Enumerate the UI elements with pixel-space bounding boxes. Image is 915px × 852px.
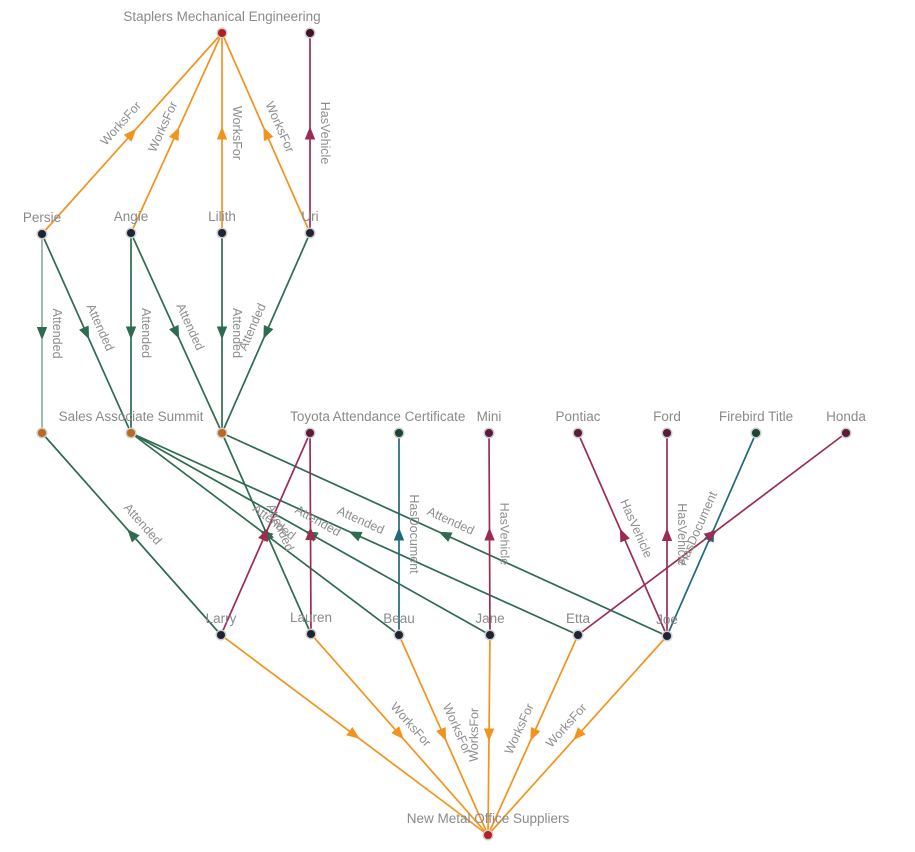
node-label-persie: Persie <box>23 210 61 225</box>
node-topright[interactable] <box>304 27 316 39</box>
node-label-toyota: Toyota <box>290 409 330 424</box>
arrowhead-icon <box>216 326 228 340</box>
node-label-lilith: Lilith <box>208 209 236 224</box>
edge-label-hasvehicle: HasVehicle <box>497 503 511 566</box>
arrowhead-icon <box>483 728 495 742</box>
edge-label-attended: Attended <box>121 501 165 548</box>
node-etta[interactable] <box>572 629 584 641</box>
arrowhead-icon <box>263 324 274 339</box>
edge-label-attended: Attended <box>50 308 64 358</box>
arrowhead-icon <box>79 325 90 340</box>
node-joe[interactable] <box>661 630 673 642</box>
node-label-mini: Mini <box>477 409 502 424</box>
arrowhead-icon <box>305 527 316 541</box>
node-staplers[interactable] <box>216 27 228 39</box>
node-label-angie: Angie <box>114 209 149 224</box>
node-honda[interactable] <box>840 427 852 439</box>
arrowhead-icon <box>169 127 180 142</box>
node-lauren[interactable] <box>305 628 317 640</box>
node-label-summit_m: Sales Associate Summit <box>59 409 204 424</box>
node-pontiac[interactable] <box>572 427 584 439</box>
edge-label-worksfor: WorksFor <box>230 106 244 160</box>
node-angie[interactable] <box>125 227 137 239</box>
arrowhead-icon <box>123 128 137 142</box>
arrowhead-icon <box>661 528 673 541</box>
arrowhead-icon <box>436 726 447 741</box>
node-larry[interactable] <box>215 629 227 641</box>
node-persie[interactable] <box>36 228 48 240</box>
node-labels-layer: Staplers Mechanical Engineering Persie Ang… <box>23 9 867 826</box>
edge-label-hasvehicle: HasVehicle <box>318 102 332 165</box>
node-label-attcert: Attendance Certificate <box>333 409 466 424</box>
node-mini[interactable] <box>483 427 495 439</box>
node-label-pontiac: Pontiac <box>555 409 600 424</box>
arrowhead-icon <box>125 326 137 340</box>
edge-label-attended: Attended <box>139 308 153 358</box>
arrowhead-icon <box>263 127 274 142</box>
arrowhead-icon <box>391 726 404 740</box>
node-label-honda: Honda <box>826 409 866 424</box>
arrowhead-icon <box>216 126 228 140</box>
edge-label-worksfor: WorksFor <box>145 99 180 154</box>
node-ford[interactable] <box>661 427 673 439</box>
node-label-lauren: Lauren <box>290 610 332 625</box>
edge-label-hasdocument: HasDocument <box>407 494 421 574</box>
edge-label-worksfor: WorksFor <box>388 700 434 750</box>
node-label-staplers: Staplers Mechanical Engineering <box>123 9 320 24</box>
node-summit_r[interactable] <box>216 427 228 439</box>
edge-label-attended: Attended <box>230 308 244 358</box>
node-label-etta: Etta <box>566 611 591 626</box>
arrowhead-icon <box>258 528 269 543</box>
arrowhead-icon <box>393 527 405 541</box>
arrowhead-icon <box>573 727 586 741</box>
arrowhead-icon <box>619 528 630 543</box>
arrowhead-icon <box>127 529 140 543</box>
edge-arrows-layer <box>36 126 718 742</box>
arrowhead-icon <box>530 726 541 741</box>
node-label-joe: Joe <box>656 612 678 627</box>
edge-labels-layer: WorksFor WorksFor WorksFor WorksFor HasVehic… <box>50 99 720 762</box>
node-attcert[interactable] <box>393 427 405 439</box>
nodes-layer <box>36 27 852 841</box>
node-label-nmos: New Metal Office Suppliers <box>407 811 570 826</box>
node-summit_l[interactable] <box>36 427 48 439</box>
arrowhead-icon <box>703 530 718 543</box>
arrowhead-icon <box>348 531 363 542</box>
node-nmos[interactable] <box>482 829 494 841</box>
edge-label-hasvehicle: HasVehicle <box>617 497 655 560</box>
arrowhead-icon <box>346 726 360 739</box>
node-lilith[interactable] <box>216 227 228 239</box>
arrowhead-icon <box>169 324 180 339</box>
edge-label-hasvehicle: HasVehicle <box>675 503 689 566</box>
edge-label-worksfor: WorksFor <box>467 708 482 762</box>
node-toyota[interactable] <box>304 427 316 439</box>
node-label-beau: Beau <box>383 611 415 626</box>
node-uri[interactable] <box>304 227 316 239</box>
node-label-jane: Jane <box>475 611 504 626</box>
edge-label-worksfor: WorksFor <box>543 701 589 750</box>
arrowhead-icon <box>304 126 316 140</box>
arrowhead-icon <box>36 327 48 340</box>
node-label-ford: Ford <box>653 409 681 424</box>
arrowhead-icon <box>484 527 495 541</box>
node-label-firebird: Firebird Title <box>719 409 793 424</box>
edge-label-worksfor: WorksFor <box>98 99 144 149</box>
arrowhead-icon <box>438 531 453 542</box>
node-label-uri: Uri <box>301 209 318 224</box>
node-beau[interactable] <box>393 629 405 641</box>
node-firebird[interactable] <box>750 427 762 439</box>
node-label-larry: Larry <box>206 611 237 626</box>
node-jane[interactable] <box>484 629 496 641</box>
node-summit_m[interactable] <box>125 427 137 439</box>
edge-label-worksfor: WorksFor <box>262 99 297 154</box>
